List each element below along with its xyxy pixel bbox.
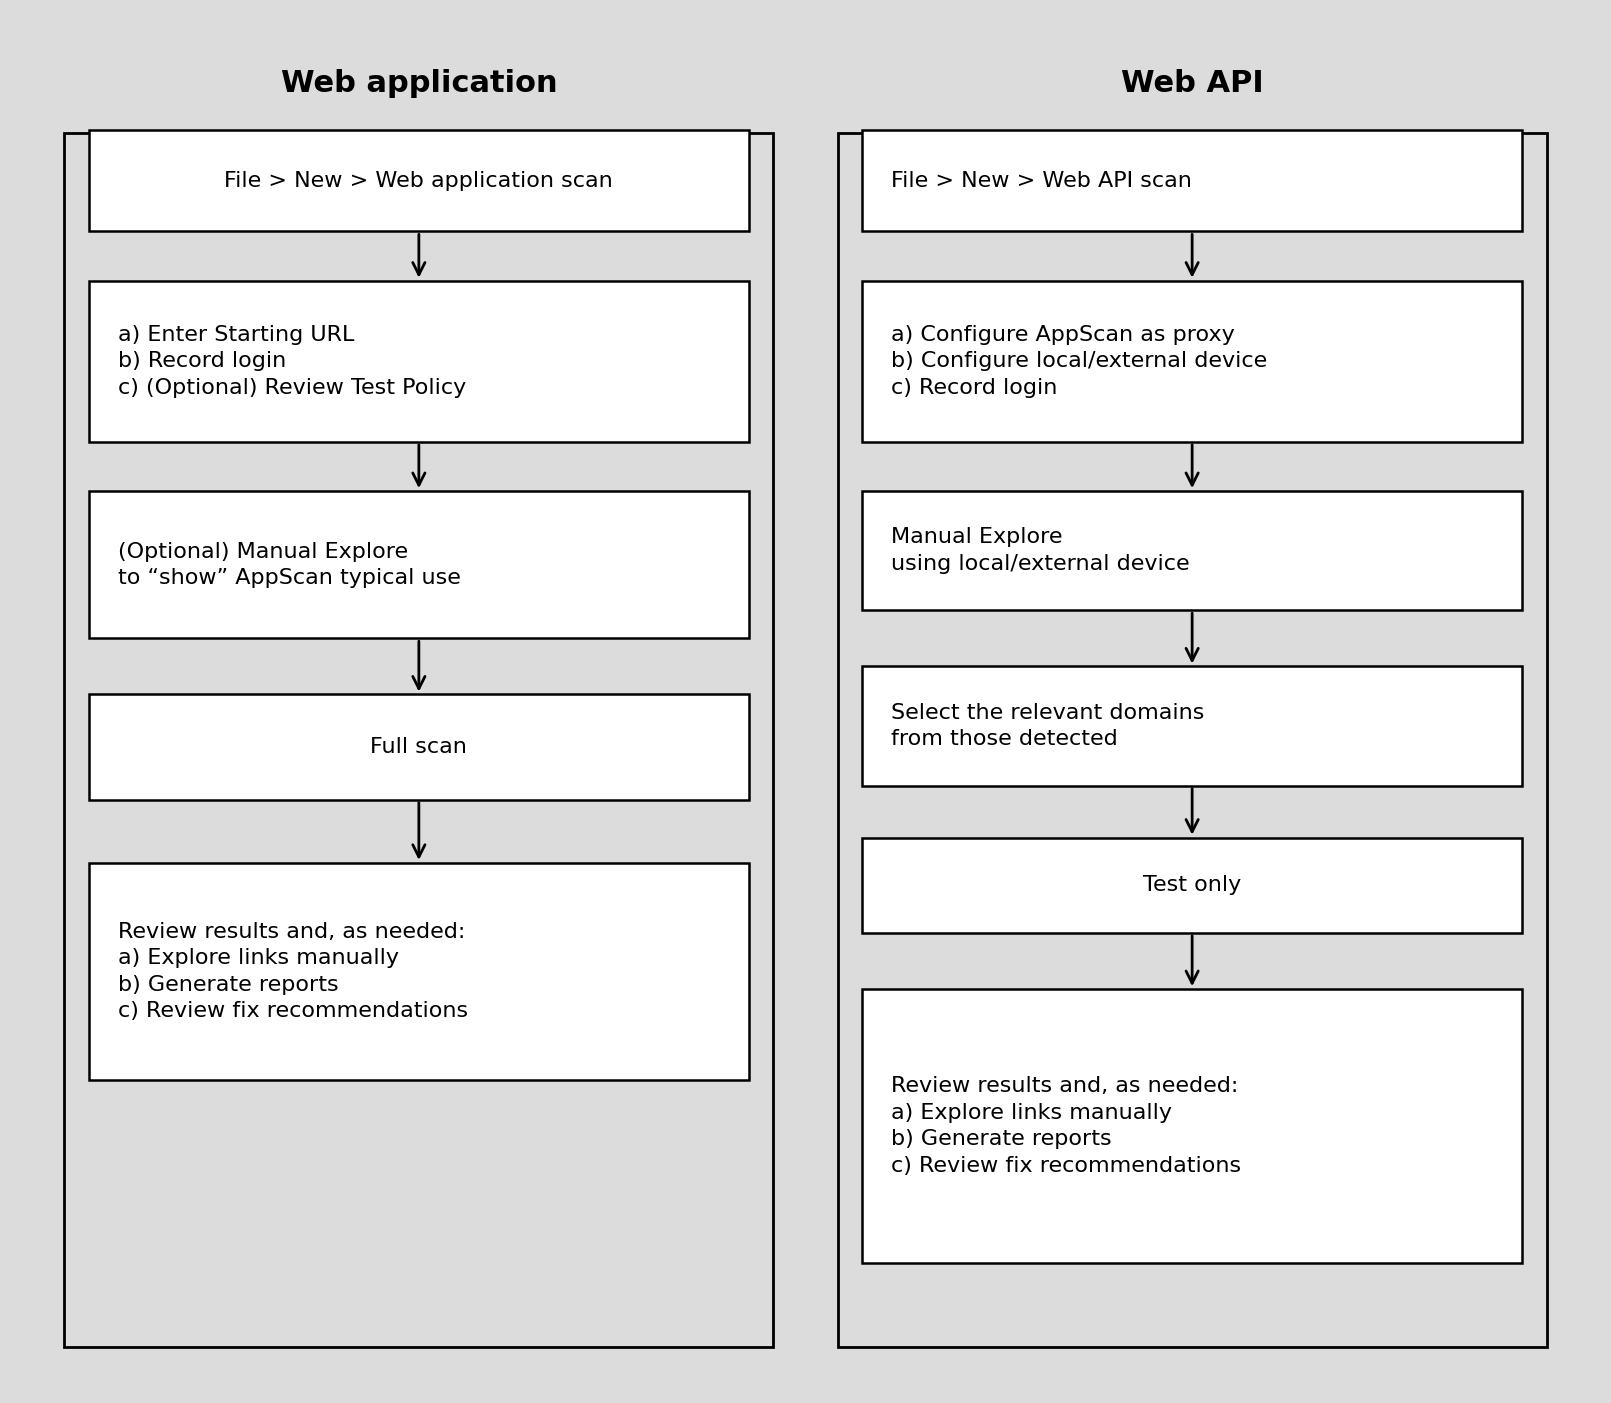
Bar: [89, 694, 749, 800]
Text: a) Configure AppScan as proxy
b) Configure local/external device
c) Record login: a) Configure AppScan as proxy b) Configu…: [891, 325, 1268, 397]
Text: Web application: Web application: [280, 69, 557, 98]
Text: Full scan: Full scan: [371, 737, 467, 758]
Bar: [89, 491, 749, 638]
Text: Select the relevant domains
from those detected: Select the relevant domains from those d…: [891, 703, 1205, 749]
Bar: [89, 863, 749, 1080]
Text: Manual Explore
using local/external device: Manual Explore using local/external devi…: [891, 528, 1189, 574]
Bar: [862, 130, 1522, 231]
Text: Test only: Test only: [1144, 875, 1240, 895]
Text: (Optional) Manual Explore
to “show” AppScan typical use: (Optional) Manual Explore to “show” AppS…: [118, 542, 461, 588]
Bar: [862, 491, 1522, 610]
Text: Web API: Web API: [1121, 69, 1263, 98]
Bar: [89, 130, 749, 231]
Text: a) Enter Starting URL
b) Record login
c) (Optional) Review Test Policy: a) Enter Starting URL b) Record login c)…: [118, 325, 466, 397]
Text: File > New > Web application scan: File > New > Web application scan: [224, 171, 614, 191]
Text: Review results and, as needed:
a) Explore links manually
b) Generate reports
c) : Review results and, as needed: a) Explor…: [891, 1076, 1240, 1176]
Bar: [862, 838, 1522, 933]
Bar: [64, 133, 773, 1347]
Bar: [89, 281, 749, 442]
Text: File > New > Web API scan: File > New > Web API scan: [891, 171, 1192, 191]
Text: Review results and, as needed:
a) Explore links manually
b) Generate reports
c) : Review results and, as needed: a) Explor…: [118, 922, 467, 1021]
Bar: [862, 989, 1522, 1263]
Bar: [862, 281, 1522, 442]
Bar: [838, 133, 1547, 1347]
Bar: [862, 666, 1522, 786]
